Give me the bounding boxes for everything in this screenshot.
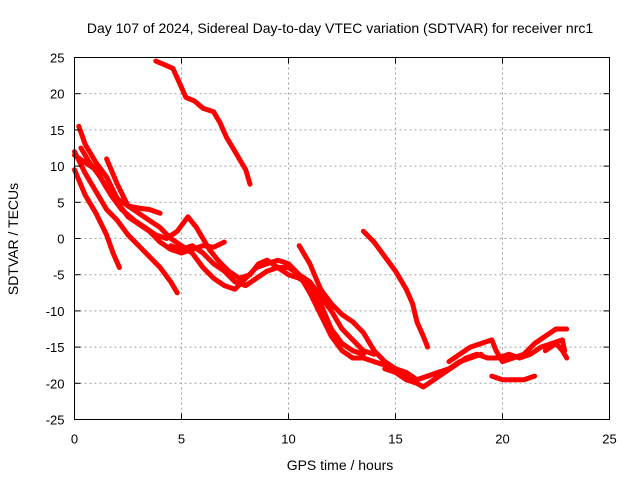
y-tick-label: -10 [46, 304, 65, 319]
series-arc-8 [153, 58, 253, 187]
y-tick-label: -15 [46, 340, 65, 355]
x-tick-label: 10 [281, 432, 295, 447]
series-arc-5 [78, 145, 366, 357]
x-axis-label: GPS time / hours [287, 457, 394, 473]
y-tick-label: 20 [50, 87, 64, 102]
grid-layer [74, 57, 610, 420]
chart-title: Day 107 of 2024, Sidereal Day-to-day VTE… [87, 20, 593, 36]
series-layer [72, 58, 570, 390]
y-tick-label: 0 [57, 232, 64, 247]
series-arc-9 [296, 243, 441, 383]
series-arc-11 [382, 337, 568, 390]
series-arc-12 [446, 326, 570, 365]
y-tick-label: -20 [46, 376, 65, 391]
x-tick-label: 5 [178, 432, 185, 447]
x-tick-label: 20 [495, 432, 509, 447]
tick-layer: 0 5 10 15 20 25 -25 -20 -15 -10 -5 0 5 10 15 20 25 [46, 51, 617, 447]
x-tick-label: 0 [71, 432, 78, 447]
y-axis-label: SDTVAR / TECUs [5, 183, 21, 295]
y-tick-label: 25 [50, 51, 64, 66]
y-tick-label: -5 [53, 268, 65, 283]
series-arc-13 [489, 373, 538, 383]
series-arc-10 [360, 228, 431, 350]
series-arc-1 [72, 167, 122, 270]
y-tick-label: 10 [50, 159, 64, 174]
y-tick-label: 15 [50, 123, 64, 138]
y-tick-label: 5 [57, 195, 64, 210]
x-tick-label: 25 [602, 432, 616, 447]
series-arc-2 [72, 149, 180, 296]
x-tick-label: 15 [388, 432, 402, 447]
y-tick-label: -25 [46, 413, 65, 428]
series-arc-14 [542, 341, 570, 361]
